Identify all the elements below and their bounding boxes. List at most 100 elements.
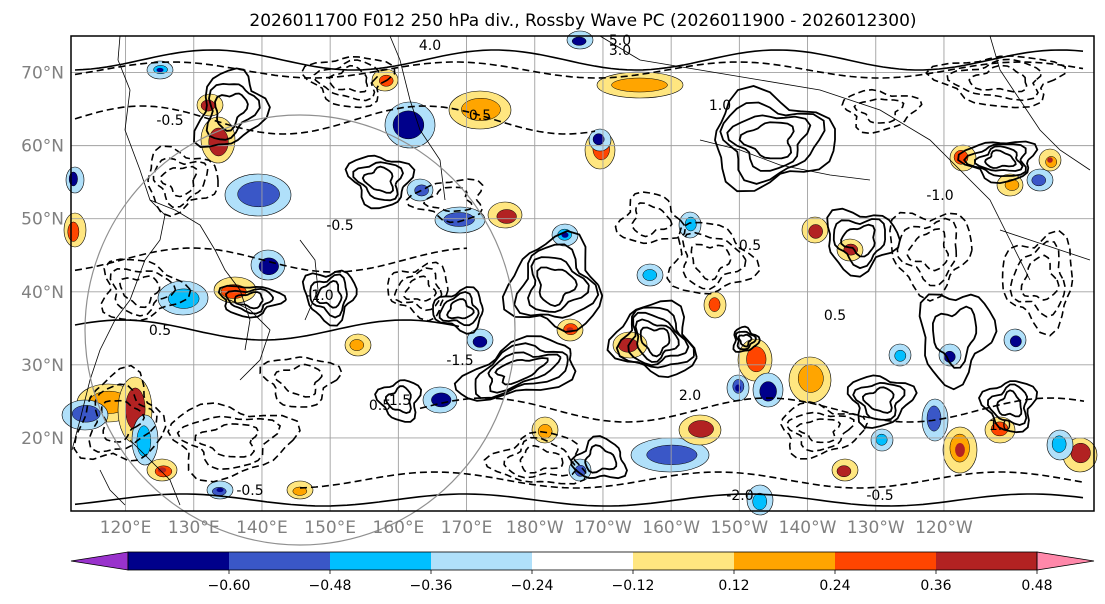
positive-contour — [193, 67, 271, 149]
contour-label: 1.0 — [709, 98, 731, 114]
positive-contour-band — [74, 49, 1084, 71]
contour-label: -1.5 — [446, 353, 473, 369]
negative-contour-band — [74, 61, 1084, 79]
shading-blob — [926, 405, 942, 432]
positive-contour — [737, 333, 753, 348]
contour-label: 4.0 — [419, 38, 441, 54]
divergence-shading — [61, 30, 1098, 516]
longitude-label: 160°E — [373, 518, 425, 538]
positive-contour — [634, 318, 680, 363]
positive-contour — [453, 335, 577, 402]
positive-contour — [639, 326, 671, 358]
negative-contour — [176, 415, 282, 471]
shading-blob-core — [955, 443, 965, 457]
negative-contour — [925, 55, 1067, 109]
coastline — [699, 139, 871, 181]
negative-contour — [1009, 240, 1067, 318]
positive-contour — [432, 286, 484, 335]
colorbar-segment — [633, 552, 735, 570]
contour-label: 0.5 — [149, 323, 171, 339]
colorbar-segment — [936, 552, 1038, 570]
contour-label: 0.5 — [469, 108, 491, 124]
negative-contour — [666, 221, 761, 295]
positive-contour — [233, 291, 264, 310]
negative-contour — [780, 401, 869, 460]
shading-blob — [472, 335, 488, 348]
longitude-label: 120°W — [915, 518, 973, 538]
negative-contour — [519, 444, 564, 474]
shading-blob-core — [811, 226, 819, 234]
shading-blob — [292, 486, 308, 496]
longitude-label: 120°E — [100, 518, 152, 538]
positive-contour — [846, 374, 918, 429]
latitude-label: 70°N — [21, 64, 64, 84]
latitude-label: 40°N — [21, 283, 64, 303]
colorbar-segment — [734, 552, 836, 570]
negative-contour — [1001, 229, 1074, 337]
shading-blob-core — [735, 384, 741, 392]
negative-contour — [100, 258, 192, 322]
shading-blob — [797, 364, 824, 393]
positive-contour — [734, 330, 757, 351]
shading-blob — [991, 421, 1009, 437]
shading-blob — [642, 269, 658, 281]
negative-contour — [631, 202, 673, 238]
positive-contour — [344, 154, 416, 210]
negative-contour — [159, 165, 198, 198]
longitude-label: 150°W — [710, 518, 768, 538]
shading-blob — [443, 212, 475, 227]
positive-contour — [861, 386, 895, 414]
colorbar-segment — [431, 552, 533, 570]
negative-contour — [273, 363, 323, 398]
contour-label: 0.5 — [369, 398, 391, 414]
positive-contour — [732, 325, 761, 353]
positive-contour — [978, 380, 1039, 434]
shading-blob — [611, 77, 668, 93]
positive-contour — [973, 145, 1024, 172]
negative-contour — [88, 383, 158, 453]
positive-contour-band — [74, 493, 1084, 507]
longitude-label: 140°W — [779, 518, 837, 538]
coastline — [389, 35, 446, 201]
positive-contour — [384, 385, 412, 415]
negative-contour — [889, 211, 973, 302]
map-area — [71, 36, 1094, 511]
latitude-label: 30°N — [21, 356, 64, 376]
shading-blob — [684, 216, 697, 232]
shading-blob — [537, 424, 553, 439]
chart-title: 2026011700 F012 250 hPa div., Rossby Wav… — [249, 11, 916, 31]
contour-label: 1.5 — [389, 393, 411, 409]
negative-contour — [259, 356, 343, 408]
colorbar-tick-label: −0.60 — [208, 578, 251, 594]
positive-contour — [374, 379, 423, 423]
negative-contour — [118, 275, 161, 309]
rossby-wave-contours — [73, 49, 1085, 507]
latitude-label: 20°N — [21, 429, 64, 449]
positive-contour — [957, 140, 1039, 185]
shading-blob-core — [157, 467, 167, 473]
shading-blob — [414, 184, 429, 197]
longitude-label: 180°W — [506, 518, 564, 538]
latitude-label: 60°N — [21, 137, 64, 157]
contour-label: -2.0 — [726, 488, 753, 504]
shading-blob — [349, 339, 365, 351]
shading-blob — [67, 221, 80, 242]
colorbar-segment — [229, 552, 331, 570]
positive-contour — [205, 82, 261, 141]
shading-blob — [136, 425, 152, 457]
negative-contour — [968, 64, 1028, 93]
colorbar-tick-label: 0.12 — [718, 578, 749, 594]
longitude-label: 150°E — [304, 518, 356, 538]
longitude-label: 170°E — [441, 518, 493, 538]
longitude-label: 170°W — [574, 518, 632, 538]
colorbar-segment — [330, 552, 432, 570]
negative-contour — [300, 55, 396, 109]
positive-contour — [615, 306, 695, 369]
negative-contour — [393, 267, 443, 312]
negative-contour — [946, 58, 1043, 102]
colorbar-frame — [127, 551, 1038, 571]
colorbar-tick-label: 0.48 — [1021, 578, 1052, 594]
colorbar-tick-label: 0.36 — [920, 578, 951, 594]
colorbar-extend-high — [1036, 551, 1095, 571]
